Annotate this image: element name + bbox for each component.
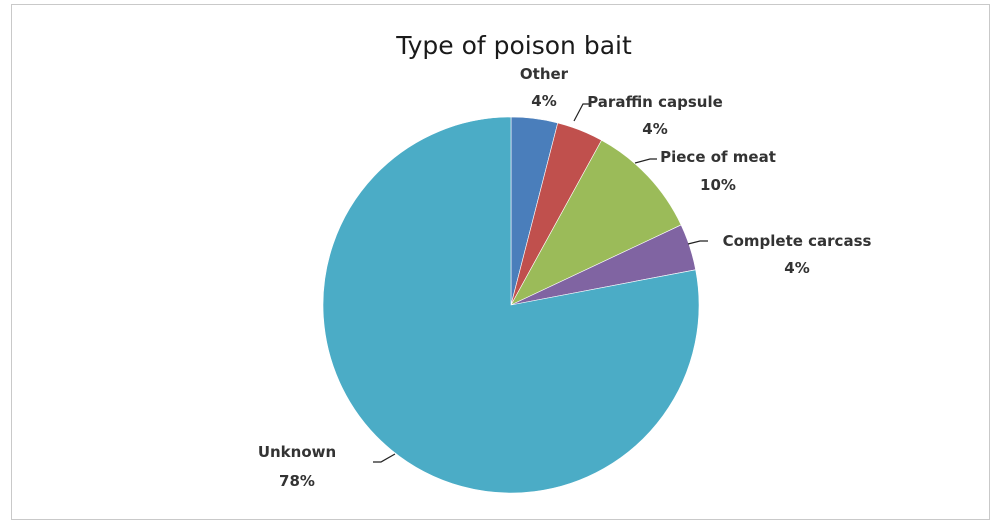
pie-slice-piece-of-meat bbox=[510, 139, 682, 306]
slice-label-paraffin-capsule: Paraffin capsule bbox=[587, 93, 723, 111]
slice-labels: Other 4% Paraffin capsule 4% Piece of meat 10… bbox=[258, 65, 872, 490]
leader-lines bbox=[373, 103, 708, 463]
pie-slices bbox=[322, 116, 700, 494]
pie-slice-unknown bbox=[322, 116, 700, 494]
slice-value-complete-carcass: 4% bbox=[784, 259, 809, 277]
slice-label-complete-carcass: Complete carcass bbox=[723, 232, 872, 250]
slice-label-unknown: Unknown bbox=[258, 443, 336, 461]
slice-value-piece-of-meat: 10% bbox=[700, 176, 736, 194]
leader-line-piece-of-meat bbox=[634, 158, 657, 164]
slice-value-paraffin-capsule: 4% bbox=[642, 120, 667, 138]
slice-value-unknown: 78% bbox=[279, 472, 315, 490]
slice-label-piece-of-meat: Piece of meat bbox=[660, 148, 776, 166]
slice-value-other: 4% bbox=[531, 92, 556, 110]
leader-line-unknown bbox=[373, 453, 396, 463]
slice-label-other: Other bbox=[520, 65, 569, 83]
leader-line-complete-carcass bbox=[687, 240, 708, 245]
chart-title: Type of poison bait bbox=[395, 31, 632, 60]
leader-line-paraffin-capsule bbox=[573, 103, 590, 122]
